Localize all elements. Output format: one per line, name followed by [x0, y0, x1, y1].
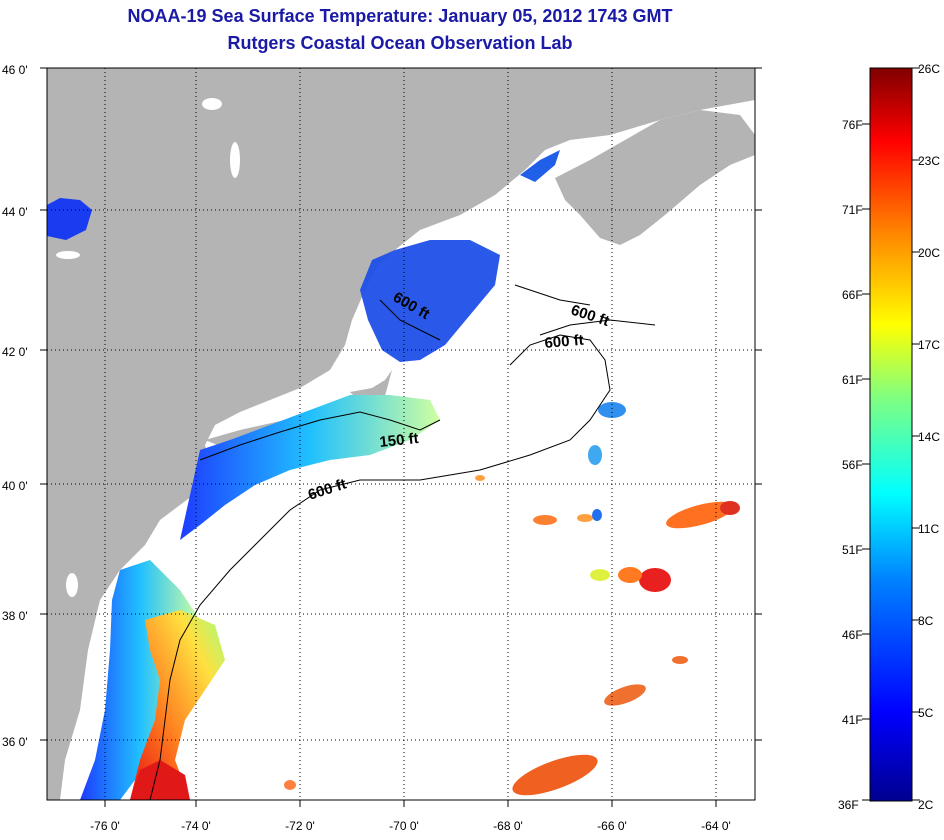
latitude-labels: 46 0' 44 0' 42 0' 40 0' 38 0' 36 0': [2, 63, 28, 749]
colorbar-celsius-label: 26C: [918, 62, 940, 76]
land-nova-scotia: [555, 110, 755, 245]
sst-gulf-stream-south: [130, 610, 225, 800]
colorbar-celsius-label: 23C: [918, 154, 940, 168]
colorbar-celsius-label: 20C: [918, 246, 940, 260]
colorbar-celsius-label: 8C: [918, 614, 934, 628]
sst-bay-of-fundy: [520, 150, 560, 182]
sst-lake-patch: [47, 198, 92, 240]
colorbar-fahrenheit-label: 71F: [842, 203, 863, 217]
map-title: NOAA-19 Sea Surface Temperature: January…: [127, 6, 673, 26]
colorbar-celsius-label: 11C: [918, 522, 939, 536]
depth-contours: [149, 284, 656, 800]
colorbar-celsius-label: 14C: [918, 430, 940, 444]
lon-label: -68 0': [493, 819, 523, 833]
plot-frame: [46, 67, 756, 801]
contour-label: 600 ft: [544, 332, 585, 352]
colorbar-celsius-label: 2C: [918, 798, 934, 812]
inland-lakes: [56, 98, 283, 597]
colorbar-fahrenheit-label: 36F: [838, 798, 859, 812]
colorbar-fahrenheit-label: 76F: [842, 118, 863, 132]
longitude-labels: -76 0' -74 0' -72 0' -70 0' -68 0' -66 0…: [90, 819, 731, 833]
colorbar-fahrenheit-label: 51F: [842, 543, 863, 557]
colorbar-celsius-label: 5C: [918, 706, 934, 720]
sst-gulf-of-maine: [360, 240, 500, 362]
land-mainland: [47, 68, 755, 800]
lat-label: 42 0': [2, 345, 28, 359]
sst-mid-atlantic-shelf: [180, 395, 440, 540]
colorbar-fahrenheit-label: 41F: [842, 713, 863, 727]
colorbar-celsius-label: 17C: [918, 338, 940, 352]
lat-label: 40 0': [2, 479, 28, 493]
lat-label: 36 0': [2, 735, 28, 749]
lon-label: -72 0': [285, 819, 315, 833]
colorbar-fahrenheit-label: 66F: [842, 288, 863, 302]
map-subtitle: Rutgers Coastal Ocean Observation Lab: [227, 33, 573, 53]
colorbar-fahrenheit-label: 46F: [842, 628, 863, 642]
lat-label: 38 0': [2, 609, 28, 623]
colorbar-fahrenheit-label: 61F: [842, 373, 863, 387]
lat-label: 44 0': [2, 205, 28, 219]
lon-label: -70 0': [389, 819, 419, 833]
lat-label: 46 0': [2, 63, 28, 77]
colorbar-gradient: [869, 67, 913, 802]
lon-label: -64 0': [701, 819, 731, 833]
axis-ticks: [40, 67, 762, 807]
colorbar-fahrenheit-label: 56F: [842, 458, 863, 472]
land-cape-cod: [350, 370, 392, 402]
lon-label: -76 0': [90, 819, 120, 833]
sst-offshore-patches: [284, 402, 740, 796]
contour-label: 150 ft: [379, 430, 420, 451]
lon-label: -66 0': [597, 819, 627, 833]
colorbar: 26C 23C 20C 17C 14C 11C 8C 5C 2C 76F 71F…: [838, 62, 940, 812]
lon-label: -74 0': [181, 819, 211, 833]
sst-gulf-stream-core: [130, 760, 190, 800]
